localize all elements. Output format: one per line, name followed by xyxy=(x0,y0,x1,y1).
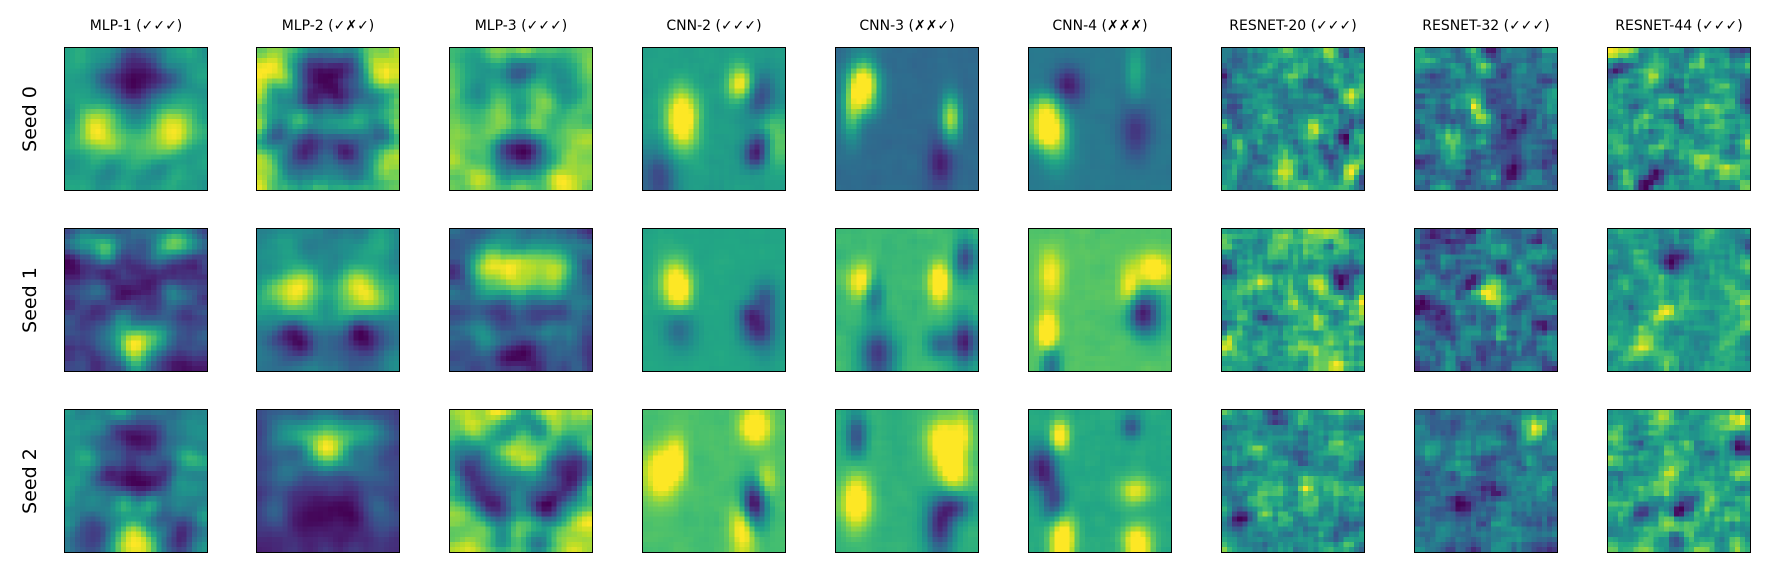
column-title: RESNET-20 (✓✓✓) xyxy=(1229,18,1357,34)
row-label: Seed 0 xyxy=(19,86,41,152)
saliency-heatmap-image xyxy=(1608,48,1750,190)
row-label: Seed 1 xyxy=(19,267,41,333)
saliency-map-panel xyxy=(64,47,208,191)
saliency-map-panel xyxy=(642,47,786,191)
saliency-heatmap-image xyxy=(836,229,978,371)
saliency-heatmap-image xyxy=(1029,410,1171,552)
column-title: CNN-2 (✓✓✓) xyxy=(666,18,762,34)
row-label: Seed 2 xyxy=(19,448,41,514)
saliency-map-panel xyxy=(1028,409,1172,553)
saliency-map-panel xyxy=(1607,47,1751,191)
saliency-map-panel xyxy=(256,47,400,191)
saliency-map-panel xyxy=(1607,409,1751,553)
saliency-heatmap-image xyxy=(1222,48,1364,190)
saliency-map-panel xyxy=(64,409,208,553)
saliency-heatmap-image xyxy=(1608,410,1750,552)
saliency-heatmap-image xyxy=(643,48,785,190)
saliency-heatmap-image xyxy=(1029,48,1171,190)
column-title: RESNET-44 (✓✓✓) xyxy=(1615,18,1743,34)
saliency-map-panel xyxy=(1028,228,1172,372)
saliency-map-panel xyxy=(1221,228,1365,372)
saliency-heatmap-image xyxy=(1415,48,1557,190)
saliency-map-panel xyxy=(1414,228,1558,372)
saliency-map-panel xyxy=(449,228,593,372)
saliency-map-panel xyxy=(256,409,400,553)
saliency-heatmap-image xyxy=(257,410,399,552)
column-title: MLP-3 (✓✓✓) xyxy=(474,18,568,34)
saliency-heatmap-image xyxy=(65,48,207,190)
saliency-map-panel xyxy=(642,409,786,553)
saliency-map-panel xyxy=(1414,47,1558,191)
saliency-heatmap-image xyxy=(1029,229,1171,371)
saliency-map-panel xyxy=(835,228,979,372)
saliency-map-panel xyxy=(835,409,979,553)
saliency-map-panel xyxy=(256,228,400,372)
column-title: CNN-3 (✗✗✓) xyxy=(859,18,955,34)
saliency-heatmap-image xyxy=(450,48,592,190)
column-title: RESNET-32 (✓✓✓) xyxy=(1422,18,1550,34)
saliency-map-panel xyxy=(1028,47,1172,191)
saliency-heatmap-image xyxy=(1222,410,1364,552)
saliency-map-panel xyxy=(449,47,593,191)
saliency-heatmap-image xyxy=(257,229,399,371)
saliency-heatmap-image xyxy=(450,229,592,371)
saliency-heatmap-image xyxy=(1415,410,1557,552)
saliency-map-panel xyxy=(64,228,208,372)
saliency-heatmap-image xyxy=(1222,229,1364,371)
saliency-heatmap-image xyxy=(836,48,978,190)
saliency-map-panel xyxy=(1607,228,1751,372)
saliency-heatmap-image xyxy=(65,410,207,552)
saliency-map-panel xyxy=(1414,409,1558,553)
column-title: CNN-4 (✗✗✗) xyxy=(1052,18,1148,34)
saliency-map-panel xyxy=(449,409,593,553)
column-title: MLP-1 (✓✓✓) xyxy=(89,18,183,34)
saliency-map-panel xyxy=(1221,47,1365,191)
saliency-map-panel xyxy=(835,47,979,191)
saliency-heatmap-image xyxy=(1415,229,1557,371)
saliency-heatmap-image xyxy=(65,229,207,371)
saliency-map-panel xyxy=(642,228,786,372)
saliency-heatmap-image xyxy=(643,410,785,552)
column-title: MLP-2 (✓✗✓) xyxy=(281,18,375,34)
saliency-map-panel xyxy=(1221,409,1365,553)
saliency-heatmap-image xyxy=(1608,229,1750,371)
saliency-heatmap-image xyxy=(836,410,978,552)
saliency-heatmap-image xyxy=(257,48,399,190)
saliency-heatmap-image xyxy=(643,229,785,371)
saliency-heatmap-image xyxy=(450,410,592,552)
